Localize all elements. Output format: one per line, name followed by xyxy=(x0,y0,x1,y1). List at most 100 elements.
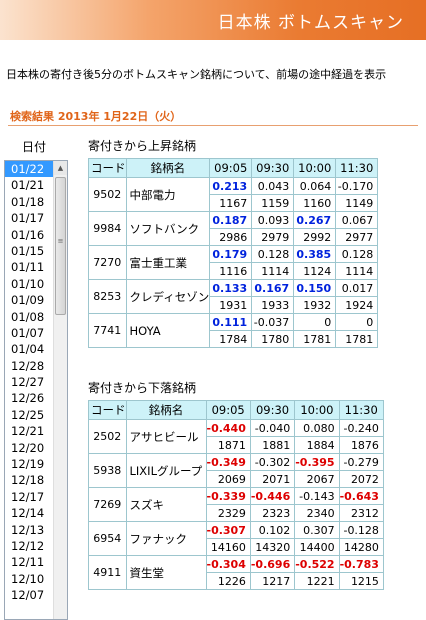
date-list-item[interactable]: 01/16 xyxy=(11,227,45,242)
change-rate-cell: -0.302 xyxy=(249,453,296,471)
date-list-item[interactable]: 01/08 xyxy=(11,309,45,324)
date-list-item[interactable]: 12/20 xyxy=(11,440,45,455)
price-cell: 1114 xyxy=(251,262,295,280)
change-rate-cell: 0.043 xyxy=(251,177,295,195)
stock-name[interactable]: クレディセゾン xyxy=(125,279,211,314)
stock-row: 4911 資生堂 -0.304 -0.696 -0.522 -0.783 xyxy=(88,555,384,590)
stock-code: 6954 xyxy=(88,521,127,556)
table-header-row: コード 銘柄名 09:05 09:30 10:00 11:30 xyxy=(88,400,384,420)
stock-row: 8253 クレディセゾン 0.133 0.167 0.150 0.017 xyxy=(88,279,379,314)
change-rate-cell: -0.440 xyxy=(205,419,251,437)
change-rate-cell: 0.167 xyxy=(251,279,295,297)
column-header-code: コード xyxy=(88,400,127,420)
date-listbox[interactable]: 01/22 01/21 01/18 01/17 01/16 01/15 01/11 01/10… xyxy=(4,160,68,620)
change-rate-cell: -0.128 xyxy=(338,521,384,539)
stock-code: 7270 xyxy=(88,245,127,280)
change-rate-cell: 0 xyxy=(335,313,379,331)
date-list-item[interactable]: 01/04 xyxy=(11,342,45,357)
price-cell: 1881 xyxy=(249,436,296,454)
stock-name[interactable]: HOYA xyxy=(125,313,211,348)
date-list-item[interactable]: 12/07 xyxy=(11,588,45,603)
column-header-time: 09:30 xyxy=(251,158,295,178)
stock-code: 7269 xyxy=(88,487,127,522)
price-cell: 1931 xyxy=(209,296,253,314)
price-cell: 14320 xyxy=(249,538,296,556)
stock-name[interactable]: ソフトバンク xyxy=(125,211,211,246)
date-list-item[interactable]: 12/14 xyxy=(11,506,45,521)
date-list-item[interactable]: 12/18 xyxy=(11,473,45,488)
change-rate-cell: -0.783 xyxy=(338,555,384,573)
date-list-item[interactable]: 12/11 xyxy=(11,555,45,570)
date-list-item[interactable]: 12/12 xyxy=(11,538,45,553)
stock-name[interactable]: 中部電力 xyxy=(125,177,211,212)
date-list-item[interactable]: 01/11 xyxy=(11,260,45,275)
column-header-name: 銘柄名 xyxy=(125,400,207,420)
date-list-item[interactable]: 01/09 xyxy=(11,293,45,308)
date-list-item[interactable]: 01/07 xyxy=(11,325,45,340)
date-list-item[interactable]: 12/26 xyxy=(11,391,45,406)
price-cell: 2067 xyxy=(294,470,340,488)
stock-code: 4911 xyxy=(88,555,127,590)
stock-name[interactable]: 富士重工業 xyxy=(125,245,211,280)
date-list-item[interactable]: 12/19 xyxy=(11,457,45,472)
stock-price-row: 1931 1933 1932 1924 xyxy=(89,296,379,314)
scroll-grip-icon: ≡ xyxy=(57,237,64,245)
date-list-item[interactable]: 12/25 xyxy=(11,407,45,422)
stock-price-row: 2069 2071 2067 2072 xyxy=(89,470,384,488)
change-rate-cell: 0.093 xyxy=(251,211,295,229)
stock-price-row: 1226 1217 1221 1215 xyxy=(89,572,384,590)
column-header-time: 11:30 xyxy=(335,158,379,178)
date-list-item[interactable]: 12/13 xyxy=(11,522,45,537)
stock-name[interactable]: LIXILグループ xyxy=(125,453,207,488)
price-cell: 2071 xyxy=(249,470,296,488)
stock-name[interactable]: ファナック xyxy=(125,521,207,556)
change-rate-cell: -0.349 xyxy=(205,453,251,471)
stock-name[interactable]: アサヒビール xyxy=(125,419,207,454)
results-heading: 検索結果 2013年 1月22日（火） xyxy=(8,108,418,126)
date-list-item[interactable]: 01/17 xyxy=(11,211,45,226)
change-rate-cell: 0.128 xyxy=(335,245,379,263)
stock-code: 8253 xyxy=(88,279,127,314)
date-list-item[interactable]: 12/21 xyxy=(11,424,45,439)
stock-row: 5938 LIXILグループ -0.349 -0.302 -0.395 -0.279 xyxy=(88,453,384,488)
date-list-item[interactable]: 12/28 xyxy=(11,358,45,373)
stock-row: 9984 ソフトバンク 0.187 0.093 0.267 0.067 xyxy=(88,211,379,246)
change-rate-cell: -0.040 xyxy=(249,419,296,437)
price-cell: 2340 xyxy=(294,504,340,522)
column-header-name: 銘柄名 xyxy=(125,158,211,178)
change-rate-cell: -0.279 xyxy=(338,453,384,471)
date-list-item[interactable]: 12/27 xyxy=(11,375,45,390)
price-cell: 1871 xyxy=(205,436,251,454)
rising-section-title: 寄付きから上昇銘柄 xyxy=(88,139,197,153)
falling-section-title: 寄付きから下落銘柄 xyxy=(88,381,197,395)
price-cell: 1933 xyxy=(251,296,295,314)
date-list-item[interactable]: 01/10 xyxy=(11,276,45,291)
change-rate-cell: 0.187 xyxy=(209,211,253,229)
change-rate-cell: 0.102 xyxy=(249,521,296,539)
scroll-thumb[interactable]: ≡ xyxy=(55,177,66,315)
stock-code: 5938 xyxy=(88,453,127,488)
date-list-item[interactable]: 12/17 xyxy=(11,489,45,504)
stock-name[interactable]: 資生堂 xyxy=(125,555,207,590)
stock-name[interactable]: スズキ xyxy=(125,487,207,522)
change-rate-cell: 0.133 xyxy=(209,279,253,297)
price-cell: 2986 xyxy=(209,228,253,246)
date-list-scrollbar[interactable]: ▲ ≡ xyxy=(53,161,67,619)
change-rate-cell: -0.446 xyxy=(249,487,296,505)
stock-code: 7741 xyxy=(88,313,127,348)
date-list-item[interactable]: 01/22 xyxy=(5,161,54,178)
price-cell: 1924 xyxy=(335,296,379,314)
price-cell: 14280 xyxy=(338,538,384,556)
change-rate-cell: -0.339 xyxy=(205,487,251,505)
table-header-row: コード 銘柄名 09:05 09:30 10:00 11:30 xyxy=(88,158,379,178)
stock-code: 2502 xyxy=(88,419,127,454)
date-list-item[interactable]: 01/21 xyxy=(11,178,45,193)
change-rate-cell: 0.307 xyxy=(294,521,340,539)
date-list-item[interactable]: 01/15 xyxy=(11,243,45,258)
change-rate-cell: 0.111 xyxy=(209,313,253,331)
price-cell: 1781 xyxy=(335,330,379,348)
date-list-item[interactable]: 01/18 xyxy=(11,194,45,209)
scroll-up-arrow-icon[interactable]: ▲ xyxy=(54,161,67,175)
change-rate-cell: 0.179 xyxy=(209,245,253,263)
date-list-item[interactable]: 12/10 xyxy=(11,571,45,586)
